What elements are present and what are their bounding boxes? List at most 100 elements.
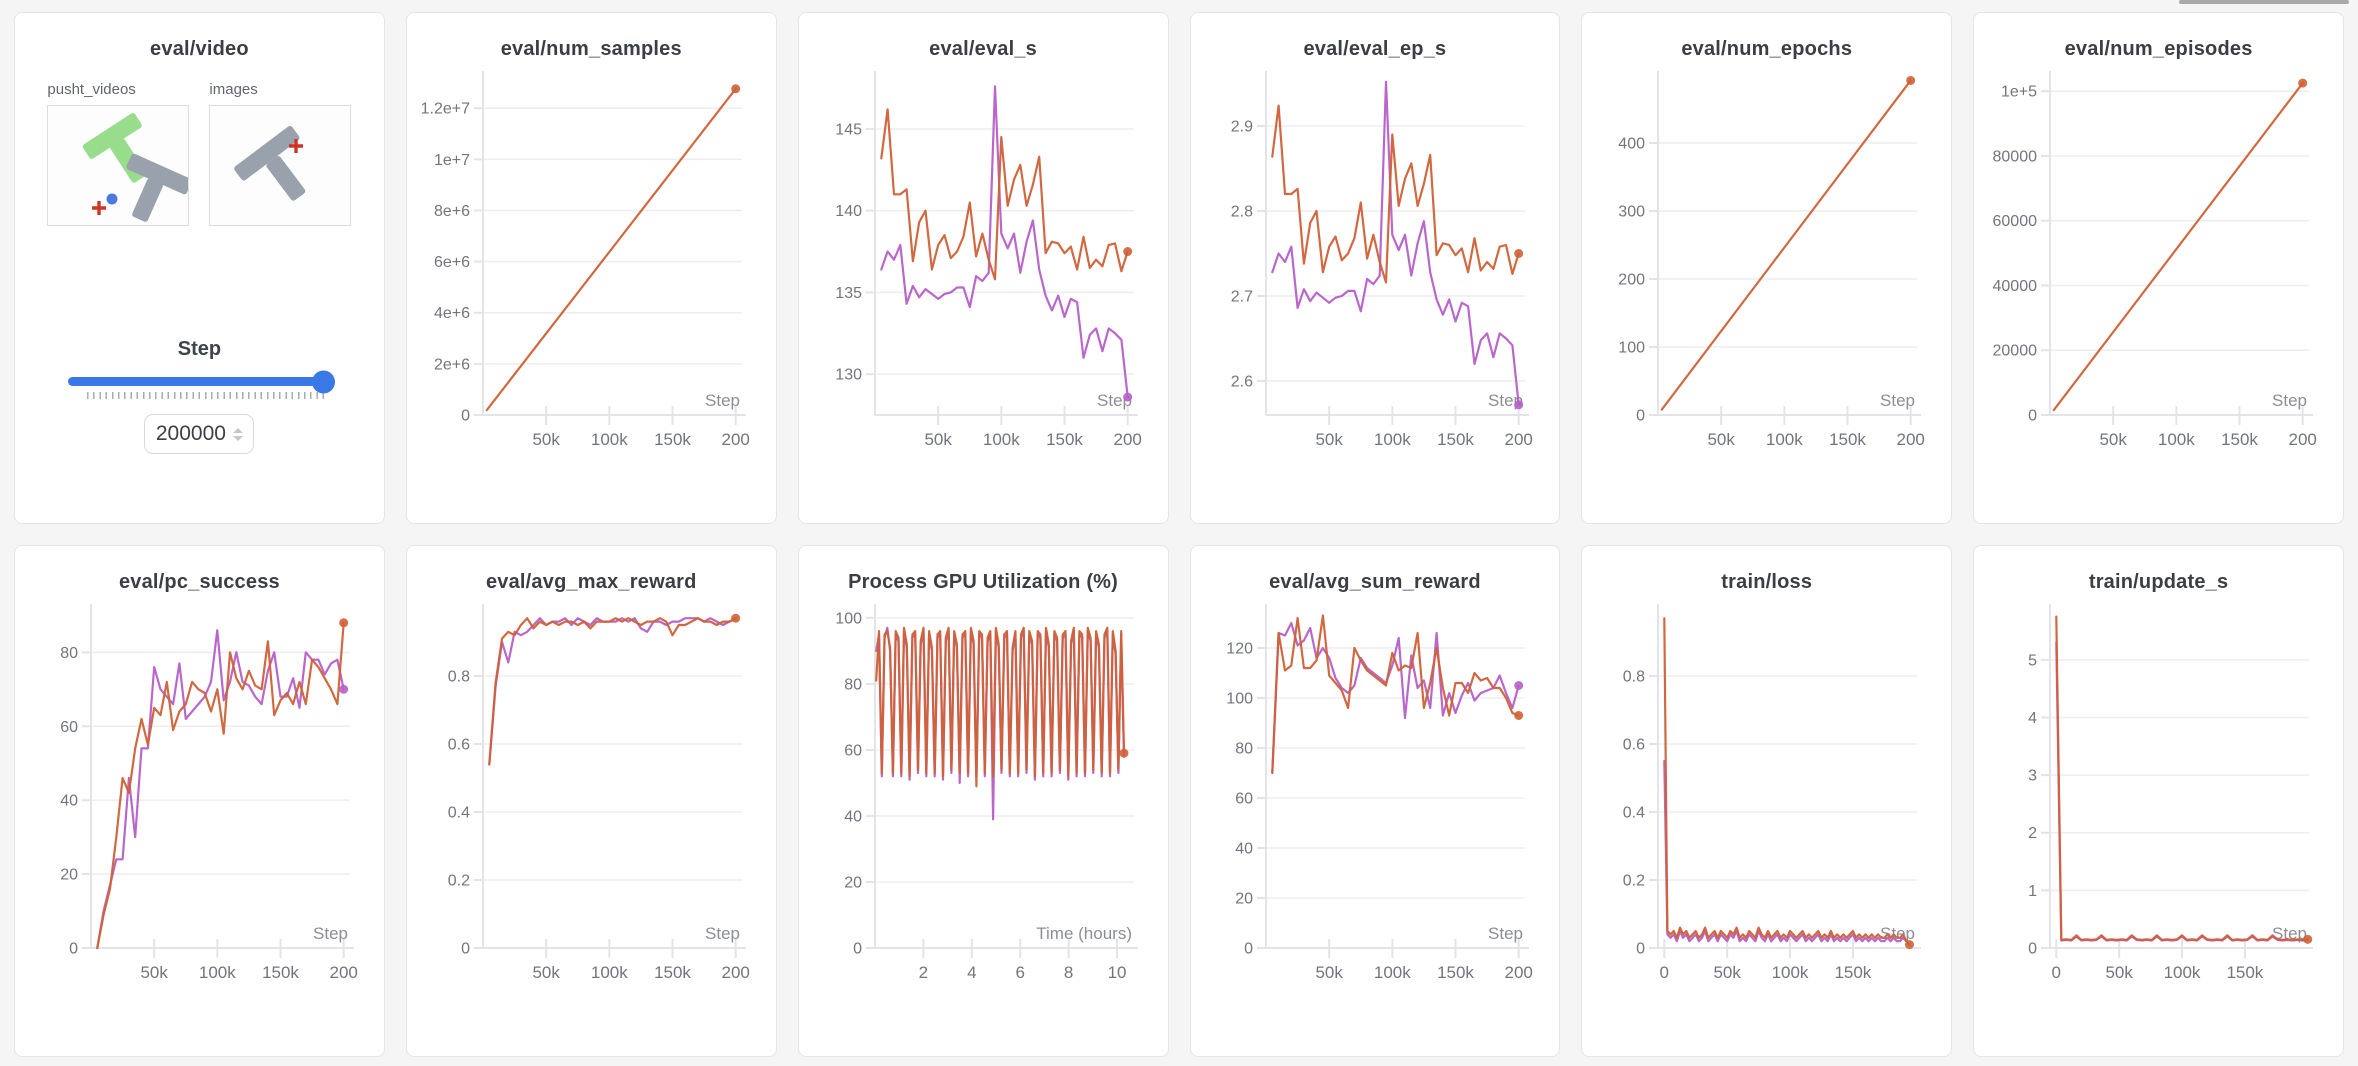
svg-text:50k: 50k: [532, 430, 560, 449]
chart-gpu-utilization[interactable]: 0 20 40 60 80 100 2 4 6 8 10 Time (hours): [811, 596, 1156, 998]
svg-text:0: 0: [1245, 941, 1254, 958]
svg-text:50k: 50k: [924, 430, 952, 449]
panel-eval-num-episodes: eval/num_episodes 0 20000 40000 60000 80000 1…: [1973, 12, 2344, 524]
svg-text:0: 0: [461, 408, 470, 425]
svg-text:2.6: 2.6: [1231, 374, 1253, 391]
svg-text:100k: 100k: [982, 430, 1019, 449]
chart-eval-avg-max-reward[interactable]: 0 0.2 0.4 0.6 0.8 50k 100k 150k 200 Step: [419, 596, 764, 998]
chart-eval-eval-s[interactable]: 130 135 140 145 50k 100k 150k 200 Step: [811, 63, 1156, 465]
svg-text:Step: Step: [1097, 391, 1132, 410]
svg-text:1: 1: [2028, 883, 2037, 900]
panel-eval-pc-success: eval/pc_success 0 20 40 60 80 50k 100k 150k 200 S…: [14, 545, 385, 1057]
svg-text:120: 120: [1227, 641, 1254, 658]
panel-eval-avg-sum-reward: eval/avg_sum_reward 0 20 40 60 80 100 120 50k 10…: [1189, 545, 1561, 1057]
chart-title: eval/num_samples: [500, 38, 682, 60]
pusht-video-thumbnail[interactable]: [47, 105, 193, 226]
svg-text:1.2e+7: 1.2e+7: [420, 101, 469, 118]
step-slider-ticks: [87, 392, 326, 399]
svg-text:0.4: 0.4: [1623, 805, 1645, 822]
svg-text:20: 20: [60, 867, 78, 884]
chart-title: eval/pc_success: [118, 571, 280, 593]
svg-text:50k: 50k: [2100, 430, 2128, 449]
svg-text:100: 100: [1619, 340, 1646, 357]
svg-text:135: 135: [835, 285, 862, 302]
svg-text:150k: 150k: [1046, 430, 1083, 449]
svg-text:2: 2: [918, 963, 927, 982]
images-frame: [234, 125, 306, 201]
step-slider-track[interactable]: [68, 370, 336, 393]
svg-text:20: 20: [844, 874, 862, 891]
svg-text:6: 6: [1015, 963, 1024, 982]
svg-text:150k: 150k: [1829, 430, 1866, 449]
svg-text:40000: 40000: [1993, 278, 2038, 295]
svg-text:40: 40: [60, 793, 78, 810]
svg-text:200: 200: [1619, 272, 1646, 289]
svg-text:60: 60: [60, 719, 78, 736]
chart-eval-num-epochs[interactable]: 0 100 200 300 400 50k 100k 150k 200 Step: [1594, 63, 1939, 465]
svg-text:50k: 50k: [532, 963, 560, 982]
svg-text:100k: 100k: [1772, 963, 1809, 982]
svg-text:2: 2: [2028, 825, 2037, 842]
svg-text:0: 0: [1636, 941, 1645, 958]
spinner-up-icon[interactable]: [232, 427, 243, 433]
images-thumbnail[interactable]: [209, 105, 352, 226]
chart-eval-avg-sum-reward[interactable]: 0 20 40 60 80 100 120 50k 100k 150k 200 Step: [1202, 596, 1547, 998]
media-thumbnails: pusht_videos: [15, 81, 384, 226]
svg-text:50k: 50k: [1708, 430, 1736, 449]
svg-text:400: 400: [1619, 136, 1646, 153]
step-value-input[interactable]: 200000: [144, 414, 255, 454]
svg-text:60: 60: [1236, 791, 1254, 808]
svg-text:Time (hours): Time (hours): [1036, 924, 1132, 943]
svg-text:80: 80: [60, 645, 78, 662]
panel-train-loss: train/loss 0 0.2 0.4 0.6 0.8 0 50k 100k 150k Step: [1581, 545, 1953, 1057]
chart-eval-pc-success[interactable]: 0 20 40 60 80 50k 100k 150k 200 Step: [27, 596, 372, 998]
svg-text:50k: 50k: [1316, 430, 1344, 449]
svg-text:150k: 150k: [2227, 963, 2264, 982]
svg-text:0.2: 0.2: [1623, 873, 1645, 890]
svg-text:50k: 50k: [2106, 963, 2134, 982]
step-spinner[interactable]: [232, 427, 243, 441]
svg-text:80: 80: [844, 676, 862, 693]
goal-cross: [289, 139, 304, 153]
svg-text:0: 0: [69, 941, 78, 958]
chart-title: eval/avg_sum_reward: [1269, 571, 1481, 593]
chart-title: Process GPU Utilization (%): [848, 571, 1119, 593]
chart-title: eval/eval_ep_s: [1303, 38, 1447, 60]
svg-text:200: 200: [721, 430, 749, 449]
svg-text:8: 8: [1063, 963, 1072, 982]
svg-text:Step: Step: [313, 924, 348, 943]
svg-text:0: 0: [853, 941, 862, 958]
svg-text:4: 4: [967, 963, 976, 982]
svg-text:50k: 50k: [1316, 963, 1344, 982]
svg-text:50k: 50k: [140, 963, 168, 982]
panel-gpu-utilization: Process GPU Utilization (%) 0 20 40 60 80 100…: [797, 545, 1169, 1057]
svg-text:3: 3: [2028, 768, 2037, 785]
svg-text:4e+6: 4e+6: [434, 305, 470, 322]
spinner-down-icon[interactable]: [232, 435, 243, 441]
svg-text:2.9: 2.9: [1231, 119, 1253, 136]
horizontal-scrollbar-thumb[interactable]: [2179, 0, 2349, 4]
svg-text:2.8: 2.8: [1231, 204, 1253, 221]
svg-text:Step: Step: [2272, 391, 2307, 410]
svg-text:60: 60: [844, 742, 862, 759]
chart-train-update-s[interactable]: 0 1 2 3 4 5 0 50k 100k 150k Step: [1986, 596, 2331, 998]
svg-text:0.2: 0.2: [447, 873, 469, 890]
svg-text:1e+5: 1e+5: [2001, 84, 2037, 101]
svg-text:10: 10: [1107, 963, 1126, 982]
svg-text:60000: 60000: [1993, 213, 2038, 230]
chart-title: eval/num_epochs: [1681, 38, 1853, 60]
svg-text:200: 200: [1897, 430, 1925, 449]
step-slider-thumb[interactable]: [312, 370, 336, 393]
chart-title: train/loss: [1721, 571, 1813, 593]
svg-text:20: 20: [1236, 891, 1254, 908]
chart-eval-num-samples[interactable]: 0 2e+6 4e+6 6e+6 8e+6 1e+7 1.2e+7 50k 100k 150k 20…: [419, 63, 764, 465]
svg-text:0: 0: [2052, 963, 2061, 982]
svg-text:0.6: 0.6: [1623, 737, 1645, 754]
chart-eval-num-episodes[interactable]: 0 20000 40000 60000 80000 1e+5 50k 100k 150k 200 S…: [1986, 63, 2331, 465]
svg-text:2e+6: 2e+6: [434, 356, 470, 373]
svg-text:150k: 150k: [654, 963, 691, 982]
svg-text:0: 0: [2028, 941, 2037, 958]
